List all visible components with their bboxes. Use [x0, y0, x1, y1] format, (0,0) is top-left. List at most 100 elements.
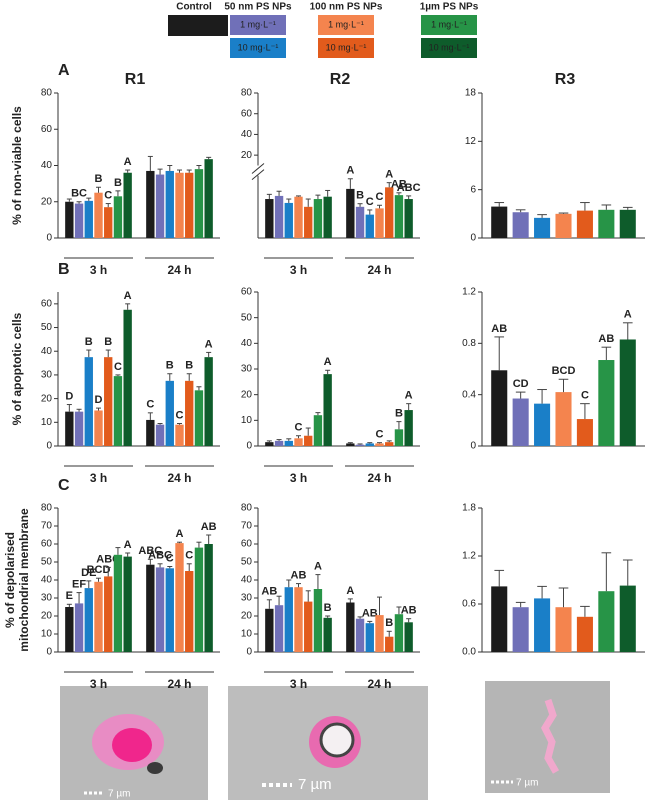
significance-letter: A [124, 539, 132, 551]
scale-label: 7 µm [516, 778, 538, 789]
significance-letter: B [166, 360, 174, 372]
significance-letter: C [376, 191, 384, 203]
significance-letter: A [124, 290, 132, 302]
x-tick-label: 24 h [167, 263, 191, 277]
bar [104, 357, 113, 446]
column-title: R2 [330, 71, 351, 88]
bar [185, 571, 194, 652]
x-tick-label: 24 h [367, 471, 391, 485]
bar [394, 195, 404, 238]
bar [404, 199, 413, 238]
bar [123, 309, 132, 446]
bar [265, 608, 274, 652]
bar [304, 206, 313, 238]
bar [534, 217, 551, 238]
bar [84, 357, 93, 446]
legend-title: 50 nm PS NPs [224, 2, 292, 13]
panel-letter: A [58, 62, 70, 79]
y-tick-label: 20 [241, 611, 253, 622]
significance-letter: A [176, 528, 184, 540]
bar [375, 208, 384, 238]
bar [598, 591, 615, 652]
significance-letter: AB [362, 607, 378, 619]
bar [355, 444, 365, 446]
legend-label: 10 mg·L⁻¹ [429, 42, 470, 52]
y-tick-label: 80 [241, 88, 253, 99]
legend-swatch [318, 15, 374, 35]
cell-core [112, 728, 152, 762]
bar [155, 424, 165, 446]
bar [294, 438, 303, 446]
significance-letter: C [295, 422, 303, 434]
y-tick-label: 18 [465, 88, 477, 99]
bar [365, 623, 374, 652]
significance-letter: A [314, 561, 322, 573]
bar [313, 415, 323, 446]
bar [123, 556, 132, 652]
significance-letter: A [324, 356, 332, 368]
axis-break [251, 163, 265, 174]
bar [284, 440, 293, 446]
significance-letter: A [624, 309, 632, 321]
bar [204, 544, 213, 652]
significance-letter: B [85, 336, 93, 348]
cell-core [319, 722, 355, 758]
y-tick-label: 50 [41, 322, 53, 333]
bar [394, 614, 404, 652]
panel-letter: B [58, 261, 70, 278]
bar [165, 568, 174, 652]
significance-letter: E [66, 590, 73, 602]
y-tick-label: 10 [241, 629, 253, 640]
bar [74, 603, 84, 652]
y-tick-label: 30 [41, 593, 53, 604]
cell-spot [147, 762, 163, 774]
bar [65, 201, 74, 238]
bar [555, 607, 572, 652]
scale-label: 7 µm [298, 776, 332, 793]
bar [394, 429, 404, 446]
bar [113, 376, 123, 446]
bar [94, 581, 103, 652]
x-tick-label: 24 h [167, 677, 191, 691]
legend-swatch [421, 38, 477, 58]
significance-letter: A [385, 169, 393, 181]
legend-label: 1 mg·L⁻¹ [328, 19, 364, 29]
significance-letter: B [104, 336, 112, 348]
bar [155, 174, 165, 238]
significance-letter: ABC [138, 545, 162, 557]
y-axis-label: mitochondrial membrane [17, 508, 31, 652]
bar [284, 202, 293, 238]
bar [619, 209, 636, 238]
y-tick-label: 0 [246, 647, 252, 658]
y-tick-label: 1.2 [462, 287, 476, 298]
y-tick-label: 0 [246, 441, 252, 452]
bar [576, 210, 593, 238]
bar [175, 424, 184, 446]
bar [491, 206, 508, 238]
y-tick-label: 10 [241, 415, 253, 426]
bar [491, 370, 508, 446]
significance-letter: CD [513, 378, 529, 390]
significance-letter: AB [391, 179, 407, 191]
y-tick-label: 30 [41, 370, 53, 381]
significance-letter: A [405, 390, 413, 402]
significance-letter: C [366, 196, 374, 208]
x-tick-label: 3 h [90, 263, 107, 277]
significance-letter: C [581, 390, 589, 402]
scale-label: 7 µm [108, 789, 130, 800]
y-tick-label: 0.0 [462, 647, 476, 658]
cell [540, 698, 560, 774]
bar [146, 564, 155, 652]
bar [313, 199, 323, 238]
significance-letter: C [166, 552, 174, 564]
bar [323, 617, 332, 652]
bar [194, 547, 204, 652]
bar [534, 403, 551, 446]
y-tick-label: 60 [241, 539, 253, 550]
legend-label: 1 mg·L⁻¹ [431, 19, 467, 29]
bar [555, 213, 572, 238]
bar [385, 442, 394, 446]
bar [346, 188, 355, 238]
bar [346, 602, 355, 652]
bar [74, 203, 84, 238]
